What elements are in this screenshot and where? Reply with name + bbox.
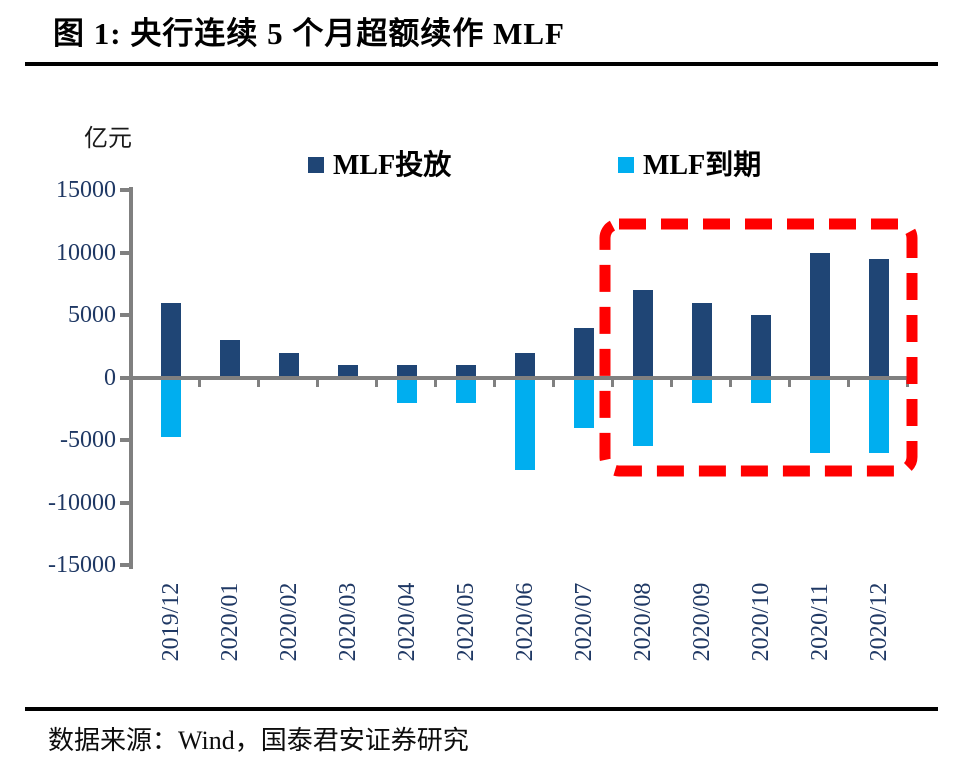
bar-mlf-maturity xyxy=(809,377,830,453)
y-axis-tick xyxy=(120,375,133,380)
bar-mlf-maturity xyxy=(160,377,181,437)
y-axis-tick-label: -5000 xyxy=(60,427,116,453)
x-axis-category-label: 2020/01 xyxy=(216,582,243,662)
bar-mlf-maturity xyxy=(750,377,771,403)
x-axis-category-label: 2020/06 xyxy=(511,582,538,662)
x-axis-tick xyxy=(434,379,437,387)
bar-mlf-maturity xyxy=(573,377,594,428)
x-axis-category-label: 2020/02 xyxy=(275,582,302,662)
x-axis-category-label: 2020/04 xyxy=(393,582,420,662)
legend-item-mlf-maturity: MLF到期 xyxy=(618,143,761,183)
footer-divider-line xyxy=(25,707,938,711)
y-axis-tick-label: -15000 xyxy=(48,552,116,578)
title-divider-line xyxy=(25,62,938,66)
legend-label-mlf-injection: MLF投放 xyxy=(333,150,452,181)
x-axis-tick xyxy=(906,379,909,387)
x-axis-category-label: 2020/12 xyxy=(865,582,892,662)
x-axis-tick xyxy=(847,379,850,387)
x-axis-category-label: 2020/07 xyxy=(570,582,597,662)
bar-mlf-injection xyxy=(691,302,712,378)
x-axis-tick xyxy=(375,379,378,387)
x-axis-tick xyxy=(729,379,732,387)
data-source-text: 数据来源：Wind，国泰君安证券研究 xyxy=(48,726,469,755)
bar-mlf-injection xyxy=(396,365,417,378)
figure-title: 图 1: 央行连续 5 个月超额续作 MLF xyxy=(53,16,565,51)
y-axis-tick-label: 0 xyxy=(104,364,116,391)
x-axis-tick xyxy=(257,379,260,387)
bar-mlf-injection xyxy=(750,315,771,378)
y-axis-tick xyxy=(120,313,133,317)
bar-mlf-maturity xyxy=(691,377,712,403)
x-axis-category-label: 2020/10 xyxy=(747,582,774,662)
x-axis-tick xyxy=(670,379,673,387)
x-axis-tick xyxy=(788,379,791,387)
bar-mlf-injection xyxy=(219,340,240,378)
x-axis-category-label: 2020/09 xyxy=(688,582,715,662)
x-axis-zero-line xyxy=(129,375,908,380)
x-axis-tick xyxy=(198,379,201,387)
y-axis-tick xyxy=(120,500,133,505)
y-axis-tick xyxy=(120,188,133,192)
y-axis-tick-label: 10000 xyxy=(56,239,116,266)
bar-mlf-maturity xyxy=(455,377,476,403)
bar-mlf-maturity xyxy=(396,377,417,403)
x-axis-tick xyxy=(552,379,555,387)
bar-mlf-injection xyxy=(160,302,181,378)
bar-mlf-injection xyxy=(337,365,358,378)
legend-swatch-mlf-maturity-icon xyxy=(618,157,634,173)
y-axis-tick-label: -10000 xyxy=(48,489,116,516)
y-axis-tick xyxy=(120,250,133,255)
bar-mlf-injection xyxy=(278,352,299,378)
legend-swatch-mlf-injection-icon xyxy=(308,157,324,173)
bar-mlf-injection xyxy=(514,352,535,378)
legend-label-mlf-maturity: MLF到期 xyxy=(643,150,762,181)
bar-mlf-injection xyxy=(455,365,476,378)
y-axis-tick-label: 15000 xyxy=(56,177,116,203)
bar-mlf-injection xyxy=(868,258,889,378)
y-axis-tick xyxy=(120,563,133,567)
x-axis-category-label: 2020/08 xyxy=(629,582,656,662)
x-axis-category-label: 2020/11 xyxy=(806,583,833,661)
x-axis-category-label: 2020/03 xyxy=(334,582,361,662)
x-axis-tick xyxy=(316,379,319,387)
y-axis-tick-label: 5000 xyxy=(68,302,116,328)
bar-mlf-maturity xyxy=(632,377,653,447)
bar-mlf-injection xyxy=(809,252,830,378)
bar-mlf-injection xyxy=(632,290,653,378)
bar-mlf-injection xyxy=(573,327,594,378)
y-axis-unit-label: 亿元 xyxy=(84,126,132,152)
y-axis-tick xyxy=(120,438,133,442)
x-axis-tick xyxy=(493,379,496,387)
bar-mlf-maturity xyxy=(868,377,889,453)
x-axis-tick xyxy=(611,379,614,387)
x-axis-category-label: 2020/05 xyxy=(452,582,479,662)
legend-item-mlf-injection: MLF投放 xyxy=(308,143,451,183)
bar-mlf-maturity xyxy=(514,377,535,470)
x-axis-category-label: 2019/12 xyxy=(157,582,184,662)
